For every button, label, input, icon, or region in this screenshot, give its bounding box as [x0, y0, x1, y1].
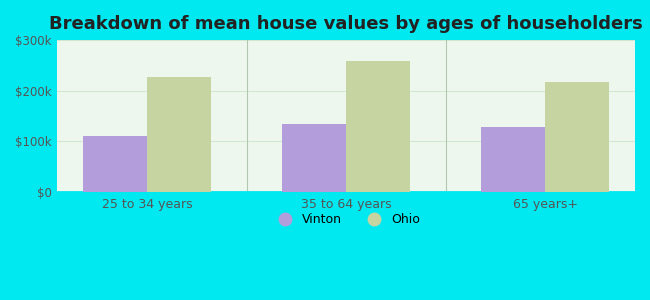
Legend: Vinton, Ohio: Vinton, Ohio	[267, 208, 425, 231]
Bar	[147, 76, 211, 192]
Bar	[83, 136, 147, 192]
Title: Breakdown of mean house values by ages of householders: Breakdown of mean house values by ages o…	[49, 15, 643, 33]
Bar	[482, 127, 545, 192]
Bar	[282, 124, 346, 192]
Bar	[545, 82, 609, 192]
Bar	[346, 61, 410, 192]
